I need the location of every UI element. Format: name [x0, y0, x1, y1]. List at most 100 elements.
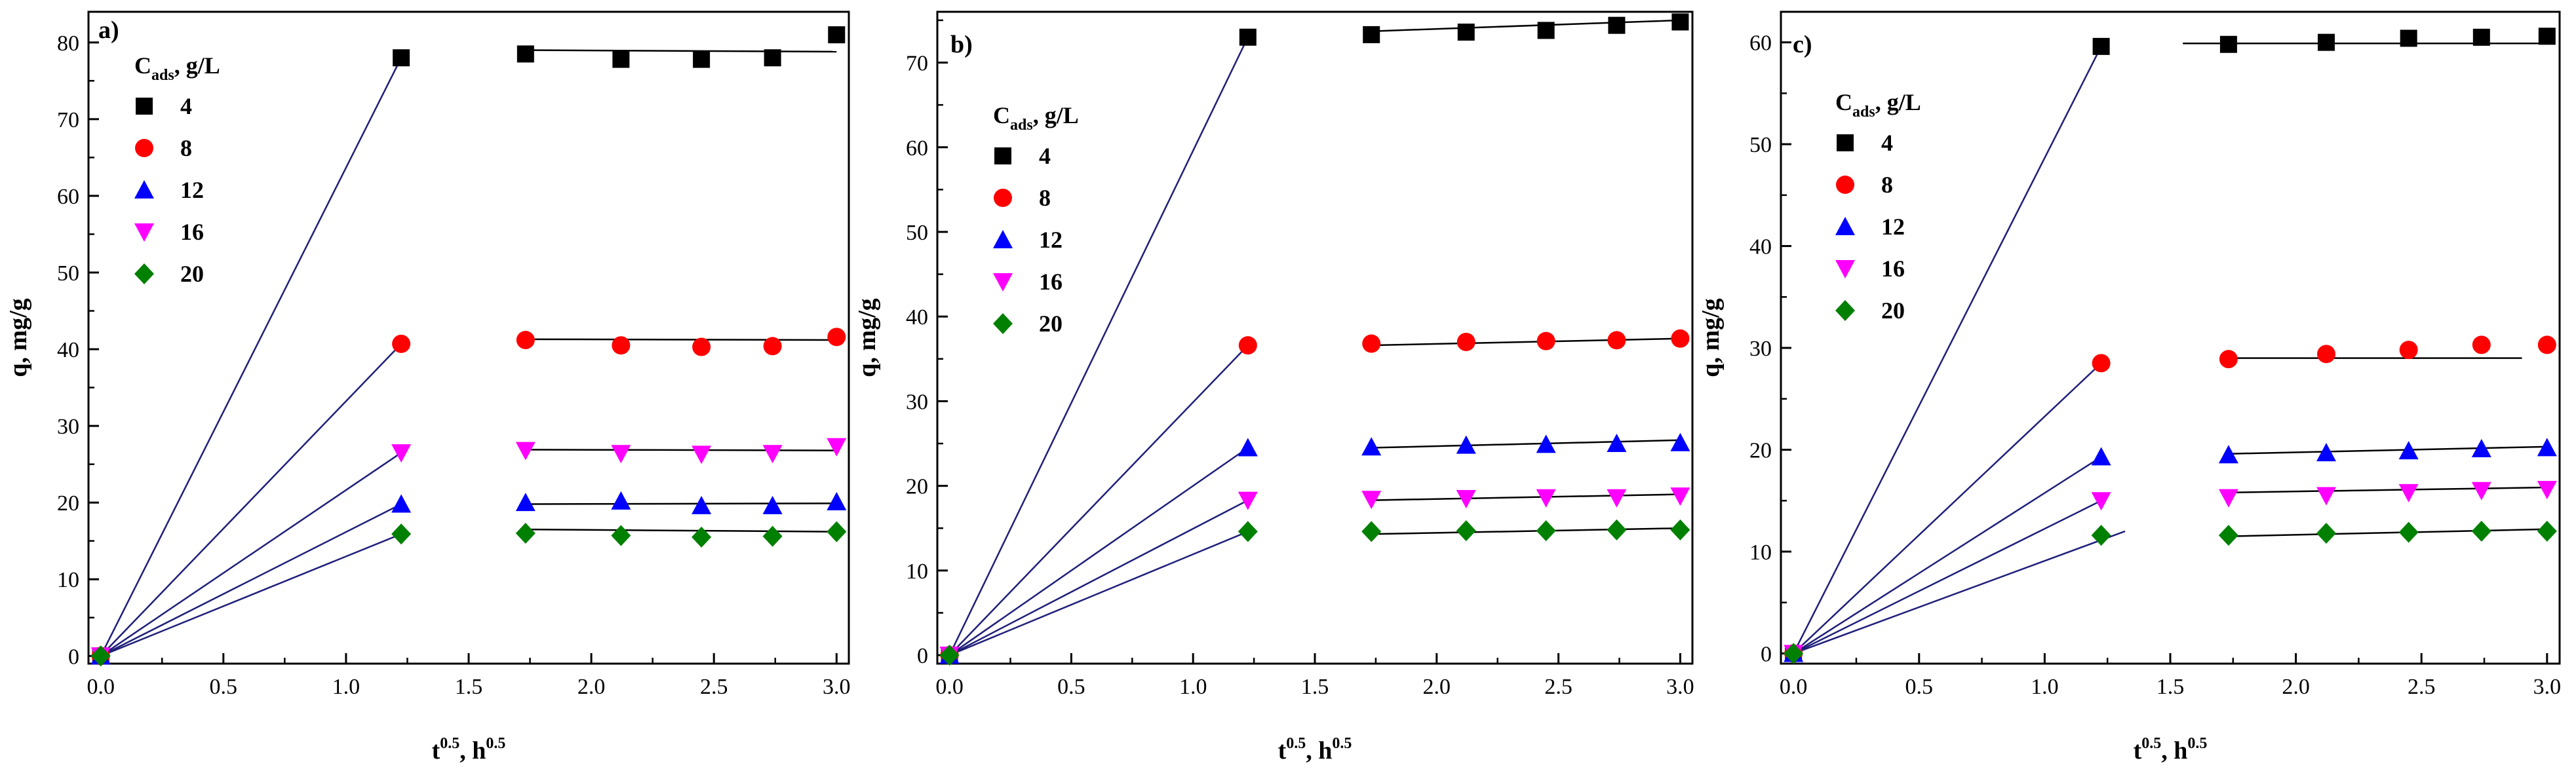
data-point-12 — [2537, 438, 2557, 457]
x-tick-label: 1.5 — [1301, 675, 1329, 699]
data-point-20 — [1607, 519, 1627, 540]
data-point-16 — [692, 445, 712, 464]
data-point-4 — [1239, 28, 1257, 46]
x-tick-label: 2.0 — [1423, 675, 1451, 699]
fit-line-16 — [100, 452, 402, 657]
y-tick-label: 70 — [906, 52, 928, 76]
y-tick-label: 20 — [906, 475, 928, 499]
y-tick-label: 30 — [57, 415, 79, 439]
data-point-8 — [827, 328, 846, 347]
legend-marker-12 — [134, 180, 154, 198]
y-tick-label: 60 — [1749, 31, 1772, 56]
x-tick-label: 1.5 — [455, 675, 483, 699]
legend-label-16: 16 — [1039, 269, 1063, 295]
data-point-4 — [2219, 35, 2237, 53]
legend-label-12: 12 — [1039, 227, 1063, 253]
legend-marker-12 — [993, 230, 1013, 248]
legend-marker-20 — [1835, 300, 1855, 321]
x-tick-label: 0.5 — [1905, 675, 1934, 699]
y-tick-label: 0 — [1761, 642, 1772, 666]
legend-label-4: 4 — [1881, 130, 1893, 156]
fit-line-16 — [2228, 486, 2547, 494]
data-point-8 — [2316, 345, 2335, 364]
y-tick-label: 60 — [906, 136, 928, 161]
x-tick-label: 2.0 — [577, 675, 606, 699]
legend-marker-8 — [1836, 176, 1854, 194]
data-point-16 — [2316, 487, 2336, 506]
data-point-4 — [612, 50, 630, 68]
data-point-12 — [2091, 447, 2111, 466]
x-tick-label: 3.0 — [1666, 675, 1694, 699]
legend-label-8: 8 — [1881, 172, 1893, 198]
y-axis-title: q, mg/g — [853, 298, 881, 377]
legend-label-12: 12 — [180, 177, 204, 203]
fit-line-20 — [949, 531, 1249, 656]
legend-label-4: 4 — [180, 93, 192, 119]
y-tick-label: 50 — [906, 221, 928, 245]
data-point-20 — [391, 523, 412, 545]
data-point-16 — [827, 438, 847, 457]
data-point-20 — [692, 526, 712, 548]
data-point-20 — [2316, 523, 2336, 544]
data-point-20 — [827, 521, 847, 542]
fit-line-12 — [1793, 456, 2102, 654]
x-axis-title: t0.5, h0.5 — [1278, 735, 1352, 765]
x-axis-title: t0.5, h0.5 — [432, 735, 506, 765]
data-point-4 — [1457, 24, 1475, 41]
data-point-8 — [692, 337, 711, 356]
fit-line-12 — [2228, 445, 2547, 455]
y-tick-label: 40 — [57, 338, 79, 362]
legend-marker-4 — [1837, 134, 1854, 151]
data-point-20 — [2398, 521, 2419, 543]
fit-line-8 — [1793, 362, 2102, 654]
data-point-12 — [2398, 441, 2419, 460]
y-tick-label: 60 — [57, 185, 79, 209]
y-tick-label: 0 — [917, 644, 928, 668]
data-point-16 — [1607, 489, 1627, 508]
data-point-12 — [611, 491, 631, 510]
plot-frame — [87, 10, 850, 665]
data-point-12 — [1670, 432, 1690, 451]
fit-line-20 — [1793, 530, 2126, 654]
data-point-20 — [2091, 525, 2111, 546]
y-tick-label: 10 — [1749, 540, 1772, 565]
data-point-4 — [1608, 16, 1626, 34]
fit-line-4 — [1793, 46, 2102, 654]
data-point-16 — [2537, 481, 2557, 500]
data-point-12 — [1238, 438, 1258, 457]
data-point-12 — [1456, 435, 1476, 454]
legend-label-16: 16 — [180, 219, 204, 245]
fit-line-4 — [948, 37, 1249, 656]
legend-title: Cads, g/L — [1835, 89, 1921, 121]
x-tick-label: 0.5 — [1057, 675, 1085, 699]
fit-line-20 — [1371, 527, 1681, 535]
data-point-8 — [392, 334, 411, 353]
data-point-4 — [1537, 22, 1555, 39]
x-tick-label: 0.0 — [87, 675, 115, 699]
data-point-16 — [2398, 483, 2419, 502]
legend-marker-12 — [1835, 217, 1855, 235]
data-point-8 — [1671, 329, 1690, 348]
data-point-12 — [2218, 445, 2238, 464]
fit-line-8 — [525, 338, 837, 341]
legend-marker-16 — [1835, 260, 1855, 278]
fit-line-16 — [525, 449, 837, 451]
data-point-12 — [827, 492, 847, 511]
data-point-4 — [828, 26, 846, 44]
y-tick-label: 10 — [906, 559, 928, 584]
panel-label: a) — [98, 16, 119, 44]
data-point-8 — [516, 331, 535, 350]
data-point-4 — [393, 49, 410, 67]
x-tick-label: 3.0 — [2533, 675, 2562, 699]
y-tick-label: 40 — [906, 305, 928, 330]
data-point-20 — [1456, 520, 1476, 542]
data-point-16 — [1536, 489, 1556, 508]
data-point-8 — [2472, 335, 2491, 354]
legend-marker-16 — [993, 273, 1013, 292]
data-point-4 — [1671, 13, 1689, 31]
data-point-8 — [2092, 354, 2111, 373]
legend-label-20: 20 — [1039, 311, 1063, 337]
x-tick-label: 2.5 — [2408, 675, 2436, 699]
data-point-20 — [90, 645, 111, 667]
